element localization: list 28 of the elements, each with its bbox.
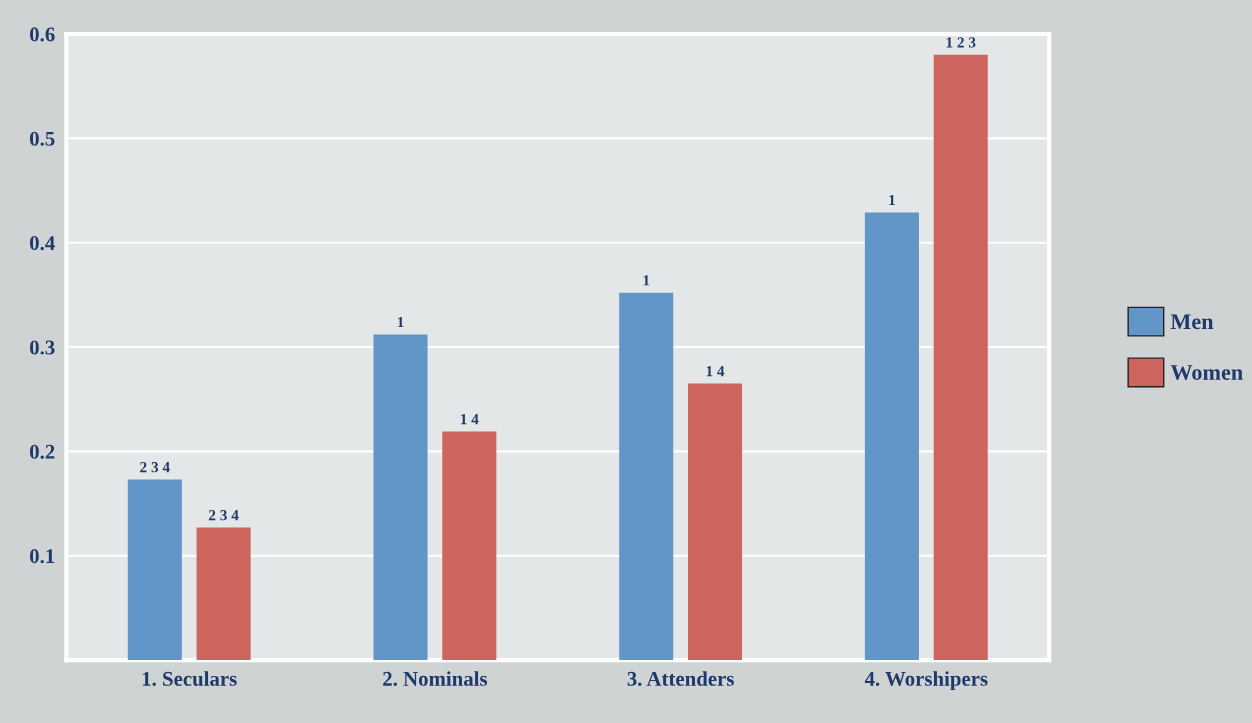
- annotation: 1 4: [460, 414, 479, 425]
- annotation: 1 2 3: [946, 37, 976, 48]
- x-tick-label: 2. Nominals: [383, 671, 488, 686]
- y-tick-label: 0.1: [30, 549, 55, 564]
- bar: [933, 54, 988, 661]
- annotation: 1: [889, 194, 895, 205]
- bar: [442, 431, 497, 661]
- legend-label: Women: [1170, 365, 1243, 381]
- bar: [127, 479, 182, 661]
- annotation: 1 4: [706, 366, 725, 377]
- x-tick-label: 3. Attenders: [627, 671, 734, 686]
- x-tick-label: 4. Worshipers: [864, 671, 988, 691]
- annotation: 2 3 4: [140, 462, 170, 473]
- bar: [619, 292, 674, 661]
- bar: [864, 212, 919, 661]
- annotation: 2 3 4: [208, 510, 239, 521]
- x-tick-label: 1. Seculars: [142, 671, 237, 686]
- bar: [687, 383, 743, 661]
- y-tick-label: 0.3: [30, 340, 55, 355]
- y-tick-label: 0.5: [30, 131, 55, 146]
- bar: [196, 527, 251, 661]
- y-tick-label: 0.2: [30, 444, 55, 459]
- annotation: 1: [643, 275, 650, 286]
- bar: [373, 334, 428, 661]
- annotation: 1: [397, 317, 404, 328]
- legend-label: Men: [1170, 314, 1214, 330]
- y-tick-label: 0.6: [30, 27, 55, 42]
- y-tick-label: 0.4: [30, 236, 55, 251]
